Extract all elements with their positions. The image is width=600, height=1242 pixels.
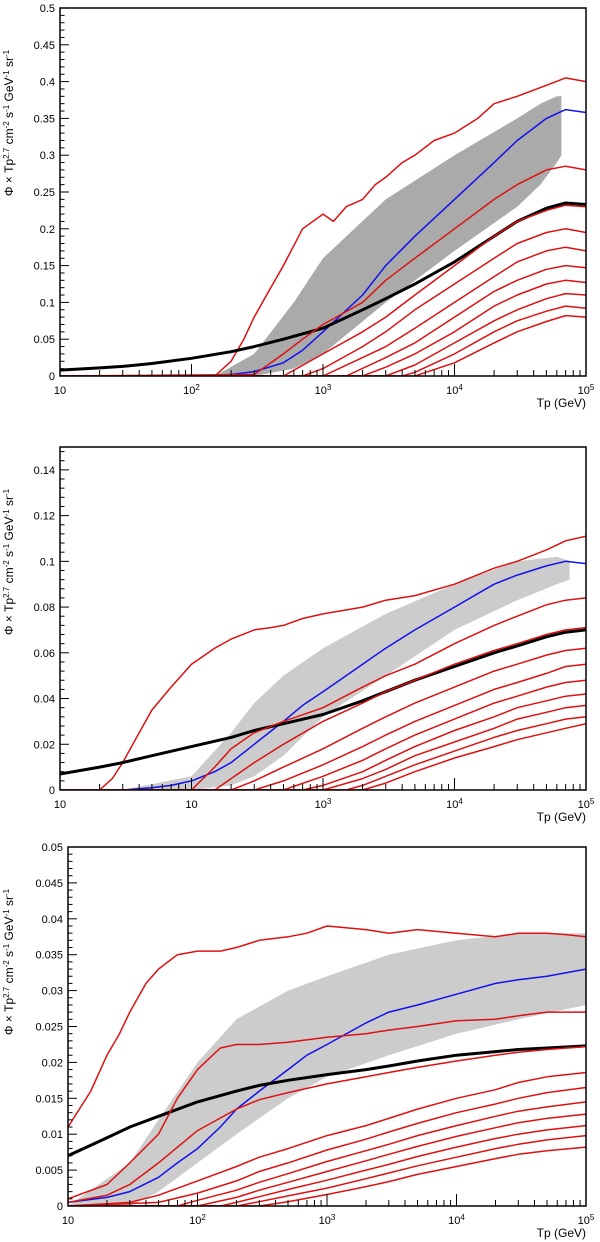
series-line-black-2 [68, 1044, 586, 1158]
series-line-red-6 [60, 663, 586, 790]
series-line-red-4 [60, 626, 586, 790]
series-line-red-3 [60, 165, 586, 376]
y-tick-label: 0.015 [35, 1093, 63, 1105]
x-tick-label: 104 [448, 1213, 465, 1228]
series-line-red-8 [68, 1113, 586, 1206]
y-tick-label: 0.2 [40, 224, 55, 236]
y-axis-title: Φ × Tp2.7 cm-2 s-1 GeV-1 sr-1 [2, 888, 17, 1035]
y-tick-label: 0.14 [34, 465, 55, 477]
series-line-red-6 [60, 246, 586, 376]
y-tick-label: 0.06 [34, 648, 55, 660]
y-tick-label: 0.04 [34, 694, 55, 706]
series-line-red-11 [68, 1146, 586, 1206]
x-tick-label: 105 [578, 1213, 595, 1228]
series-line-blue-1 [60, 108, 586, 376]
y-tick-label: 0.1 [40, 297, 55, 309]
series-line-red-9 [60, 292, 586, 376]
chart-panel-middle: 0 0.02 0.04 0.06 0.08 0.1 0.12 0.14 10 10 103 104 10… [2, 446, 595, 824]
y-tick-label: 0.3 [40, 150, 55, 162]
y-tick-label: 0 [49, 785, 55, 797]
series-line-black-2 [60, 628, 586, 776]
y-tick-label: 0.04 [42, 914, 63, 926]
x-tick-label: 103 [315, 383, 332, 398]
series-line-red-3 [68, 1011, 586, 1200]
y-tick-label: 0.05 [42, 842, 63, 854]
y-tick-label: 0.45 [34, 40, 55, 52]
x-axis-title: Tp (GeV) [537, 396, 586, 410]
y-tick-label: 0.02 [42, 1057, 63, 1069]
series-line-red-5 [60, 647, 586, 790]
x-tick-label: 105 [578, 383, 595, 398]
series-line-red-11 [60, 722, 586, 790]
series-line-red-10 [60, 305, 586, 376]
y-tick-label: 0.25 [34, 187, 55, 199]
y-tick-label: 0.025 [35, 1022, 63, 1034]
y-tick-label: 0.5 [40, 3, 55, 15]
plot-area [60, 77, 586, 376]
plot-frame [59, 446, 587, 791]
x-axis-title: Tp (GeV) [537, 1226, 586, 1240]
y-tick-label: 0.35 [34, 113, 55, 125]
y-tick-label: 0 [57, 1201, 63, 1213]
x-tick-label: 102 [183, 383, 200, 398]
plot-area [60, 535, 586, 790]
series-line-red-3 [60, 597, 586, 790]
y-tick-label: 0.12 [34, 511, 55, 523]
uncertainty-band [214, 96, 562, 376]
y-tick-label: 0.05 [34, 334, 55, 346]
y-tick-label: 0.1 [40, 556, 55, 568]
y-tick-label: 0.4 [40, 77, 55, 89]
series-line-red-4 [68, 1045, 586, 1204]
y-axis-title: Φ × Tp2.7 cm-2 s-1 GeV-1 sr-1 [2, 49, 17, 196]
series-line-red-9 [60, 704, 586, 790]
series-line-red-9 [68, 1124, 586, 1206]
y-tick-label: 0.045 [35, 878, 63, 890]
x-tick-label: 10 [185, 799, 197, 811]
y-tick-label: 0 [49, 371, 55, 383]
series-line-blue-1 [68, 968, 586, 1204]
series-line-red-11 [60, 314, 586, 376]
x-tick-label: 105 [578, 797, 595, 812]
uncertainty-band [122, 556, 570, 790]
y-tick-label: 0.035 [35, 950, 63, 962]
y-tick-label: 0.15 [34, 261, 55, 273]
series-line-red-6 [68, 1086, 586, 1206]
x-tick-label: 102 [189, 1213, 206, 1228]
y-axis-title: Φ × Tp2.7 cm-2 s-1 GeV-1 sr-1 [2, 488, 17, 635]
x-tick-label: 103 [319, 1213, 336, 1228]
series-line-red-7 [68, 1101, 586, 1206]
series-line-red-8 [60, 693, 586, 790]
uncertainty-band [68, 933, 586, 1206]
x-tick-label: 104 [446, 383, 463, 398]
x-tick-label: 10 [54, 799, 66, 811]
chart-panel-top: 0 0.05 0.1 0.15 0.2 0.25 0.3 0.35 0.4 0.45 0.5 10 10… [2, 3, 595, 410]
plot-area [68, 925, 586, 1206]
y-tick-label: 0.03 [42, 986, 63, 998]
series-line-red-0 [68, 925, 586, 1128]
y-tick-label: 0.01 [42, 1129, 63, 1141]
y-tick-label: 0.005 [35, 1165, 63, 1177]
x-axis-title: Tp (GeV) [537, 810, 586, 824]
x-tick-label: 10 [62, 1215, 74, 1227]
series-line-blue-1 [60, 560, 586, 790]
series-line-red-10 [60, 716, 586, 790]
x-tick-label: 104 [446, 797, 463, 812]
series-line-red-0 [60, 77, 586, 376]
series-line-red-8 [60, 279, 586, 376]
y-tick-label: 0.02 [34, 739, 55, 751]
series-line-red-4 [60, 204, 586, 376]
series-line-red-7 [60, 679, 586, 790]
series-line-red-0 [60, 535, 586, 790]
y-tick-label: 0.08 [34, 602, 55, 614]
series-line-red-5 [60, 228, 586, 376]
x-tick-label: 103 [315, 797, 332, 812]
chart-panel-bottom: 0 0.005 0.01 0.015 0.02 0.025 0.03 0.035 0.04 0.0… [2, 842, 595, 1240]
series-line-red-5 [68, 1071, 586, 1206]
series-line-red-7 [60, 264, 586, 376]
x-tick-label: 10 [54, 385, 66, 397]
